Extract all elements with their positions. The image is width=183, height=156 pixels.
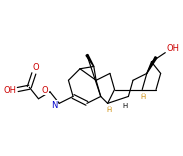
Text: O: O: [32, 63, 39, 72]
Text: Ḧ: Ḧ: [141, 94, 146, 100]
Text: OH: OH: [3, 86, 16, 95]
Text: OH: OH: [167, 44, 180, 53]
Polygon shape: [147, 57, 157, 73]
Polygon shape: [86, 54, 94, 66]
Text: N: N: [51, 101, 57, 110]
Text: H: H: [122, 103, 128, 109]
Text: Ḧ: Ḧ: [106, 107, 111, 113]
Text: O: O: [42, 86, 48, 95]
